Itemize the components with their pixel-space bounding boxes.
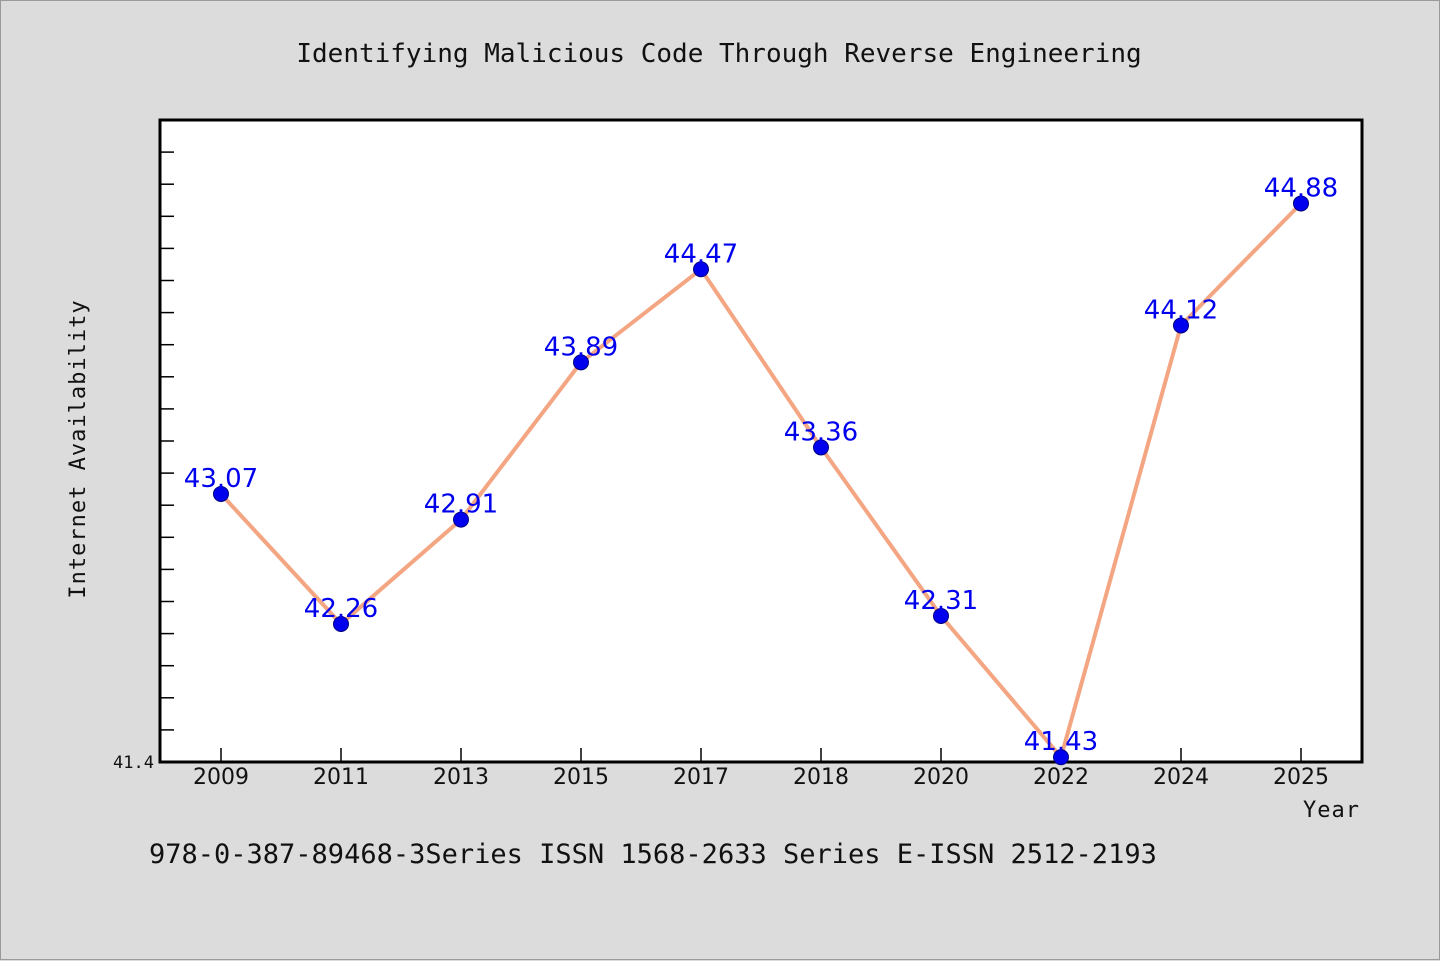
x-tick-label: 2025 [1273, 765, 1329, 790]
series-group: 43.07 42.26 42.91 43.89 44.47 43.36 42.31 41.43… [184, 173, 1338, 766]
data-point [933, 607, 949, 624]
y-axis-min-label: 41.4 [113, 753, 154, 773]
data-point [333, 615, 349, 632]
x-tick-label: 2017 [673, 765, 729, 790]
data-point [213, 485, 229, 502]
y-axis-title: Internet Availability [66, 299, 91, 598]
data-point [1293, 195, 1309, 212]
data-label: 44.47 [664, 239, 738, 269]
data-label: 43.07 [184, 464, 258, 494]
data-point [453, 511, 469, 528]
data-point [1053, 749, 1069, 766]
chart-title: Identifying Malicious Code Through Rever… [296, 39, 1141, 69]
x-tick-label: 2013 [433, 765, 489, 790]
data-label: 42.31 [904, 586, 978, 616]
data-label: 44.12 [1144, 295, 1218, 325]
footnote: 978-0-387-89468-3Series ISSN 1568-2633 S… [149, 839, 1157, 870]
y-axis-ticks [160, 119, 174, 731]
data-point [573, 354, 589, 371]
x-tick-label: 2020 [913, 765, 969, 790]
data-point [693, 261, 709, 278]
data-label: 42.91 [424, 490, 498, 520]
data-label: 41.43 [1024, 727, 1098, 757]
x-axis-tick-labels: 2009 2011 2013 2015 2017 2018 2020 2022 2024 2025 [193, 765, 1329, 790]
data-point [813, 439, 829, 456]
data-label: 44.88 [1264, 173, 1338, 203]
data-label: 43.89 [544, 332, 618, 362]
data-label: 42.26 [304, 594, 378, 624]
plot-area [158, 118, 1364, 764]
series-line [219, 202, 1303, 760]
x-tick-label: 2018 [793, 765, 849, 790]
x-tick-label: 2009 [193, 765, 249, 790]
x-tick-label: 2022 [1033, 765, 1089, 790]
x-axis-title: Year [1303, 798, 1360, 823]
data-point [1173, 317, 1189, 334]
x-tick-label: 2011 [313, 765, 369, 790]
x-axis-ticks [220, 748, 1302, 762]
x-tick-label: 2015 [553, 765, 609, 790]
x-tick-label: 2024 [1153, 765, 1209, 790]
data-label: 43.36 [784, 417, 858, 447]
